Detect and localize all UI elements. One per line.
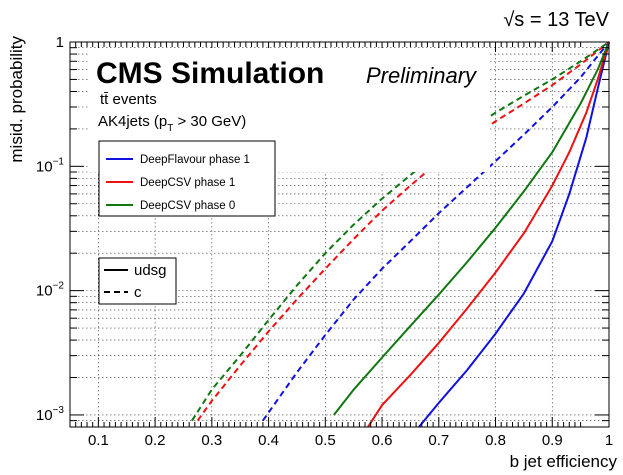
legend-styles-box <box>98 257 177 305</box>
curve-deepcsv-phase-1-c <box>196 41 610 422</box>
y-tick-base: 10 <box>36 158 53 175</box>
legend-taggers-box <box>98 140 276 217</box>
y-tick-base: 10 <box>36 283 53 300</box>
jets-label-tail: > 30 GeV) <box>173 113 246 130</box>
y-tick-exponent: −3 <box>53 405 65 416</box>
legend-styles: udsg c <box>98 257 177 305</box>
legend-label: DeepCSV phase 1 <box>140 177 235 189</box>
axes: 0.1 0.2 0.3 0.4 0.5 0.6 0.7 0.8 0.9 110−310−210−1… <box>36 34 613 449</box>
x-tick-label: 0.3 <box>201 432 222 449</box>
events-label: tt̄ events <box>100 91 157 108</box>
jets-label-base: AK4jets (p <box>98 113 167 130</box>
y-axis-title: misid. probability <box>7 36 26 163</box>
preliminary-label: Preliminary <box>366 63 478 88</box>
curve-deepcsv-phase-0-udsg <box>333 41 610 416</box>
x-tick-label: 0.4 <box>258 432 279 449</box>
y-tick-exponent: −1 <box>53 156 65 167</box>
x-tick-label: 1 <box>605 432 613 449</box>
cms-title: CMS Simulation <box>96 57 324 90</box>
curve-deepcsv-phase-0-c <box>191 41 610 422</box>
y-tick-base: 1 <box>56 34 64 51</box>
curves <box>191 41 610 428</box>
curve-deepcsv-phase-1-udsg <box>367 41 610 428</box>
y-tick-base: 10 <box>36 407 53 424</box>
y-tick-label: 10−2 <box>36 281 65 300</box>
plot-frame <box>69 41 610 428</box>
curve-deepflavour-phase-1-udsg <box>418 41 610 428</box>
y-tick-exponent: −2 <box>53 281 65 292</box>
y-tick-label: 1 <box>56 34 64 51</box>
jets-label-subscript: T <box>167 123 173 134</box>
legend-style-label: c <box>134 284 142 301</box>
energy-label: √s = 13 TeV <box>503 9 609 31</box>
legend-style-label: udsg <box>134 262 167 279</box>
legend-taggers: DeepFlavour phase 1 DeepCSV phase 1 DeepCS… <box>98 140 276 217</box>
x-tick-label: 0.8 <box>485 432 506 449</box>
x-tick-label: 0.2 <box>145 432 166 449</box>
legend-label: DeepFlavour phase 1 <box>140 154 250 166</box>
legend-label: DeepCSV phase 0 <box>140 200 235 212</box>
x-tick-label: 0.7 <box>428 432 449 449</box>
y-tick-label: 10−1 <box>36 156 65 175</box>
x-tick-label: 0.1 <box>88 432 109 449</box>
y-tick-label: 10−3 <box>36 405 65 424</box>
x-tick-label: 0.5 <box>315 432 336 449</box>
x-tick-label: 0.9 <box>542 432 563 449</box>
curve-deepflavour-phase-1-c <box>262 41 610 422</box>
jets-label: AK4jets (pT > 30 GeV) <box>98 113 246 134</box>
x-tick-label: 0.6 <box>372 432 393 449</box>
x-axis-title: b jet efficiency <box>510 452 618 471</box>
